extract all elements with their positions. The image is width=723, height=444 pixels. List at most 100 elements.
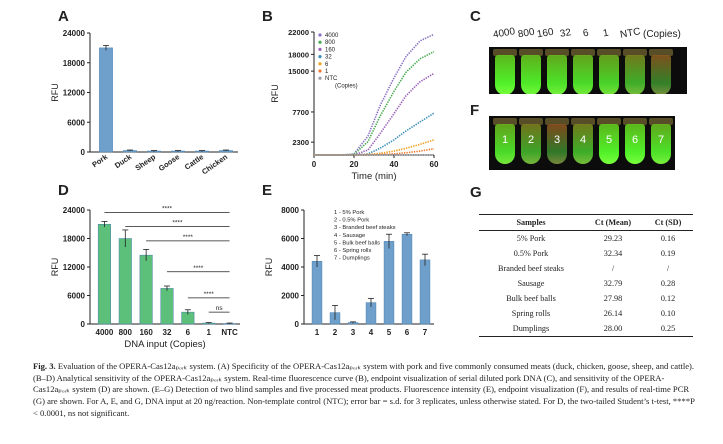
x-tick-label: 40 <box>390 160 399 169</box>
bar <box>202 322 216 325</box>
x-tick-label: 6 <box>405 328 410 337</box>
table-cell-sample: 5% Pork <box>516 234 546 243</box>
bar <box>99 47 113 153</box>
tube-number: 1 <box>501 134 509 146</box>
x-tick-label: 1 <box>206 328 211 337</box>
legend-entry: 5 - Bulk beef balls <box>334 240 380 246</box>
y-tick-label: 22000 <box>288 28 309 37</box>
legend-entry: 4 - Sausage <box>334 233 365 239</box>
legend-marker <box>318 62 322 66</box>
panel-c-label: 800 <box>517 26 536 41</box>
y-tick-label: 0 <box>81 320 86 329</box>
y-tick-label: 0 <box>81 148 86 157</box>
table-cell-ct-mean: / <box>611 264 615 273</box>
bar <box>147 150 161 153</box>
table-cell-ct-mean: 28.00 <box>603 324 623 333</box>
panel-c-label: 4000 <box>492 26 517 41</box>
bar <box>365 302 377 325</box>
table-cell-ct-mean: 26.14 <box>603 309 623 318</box>
legend-entry: 32 <box>325 55 332 61</box>
bar <box>160 288 174 325</box>
bar <box>171 150 185 153</box>
series-line <box>314 72 435 156</box>
panel-c-label: 1 <box>602 27 610 40</box>
table-cell-ct-mean: 32.34 <box>603 249 623 258</box>
x-tick-label: Pork <box>90 152 109 169</box>
series-line <box>314 112 435 156</box>
bar <box>195 150 209 153</box>
y-tick-label: 0 <box>295 320 300 329</box>
table-cell-ct-sd: 0.19 <box>660 249 676 258</box>
y-tick-label: 2000 <box>281 292 299 301</box>
x-tick-label: Cattle <box>183 152 205 171</box>
panel-letter-d: D <box>58 182 69 199</box>
x-tick-label: 5 <box>387 328 392 337</box>
x-tick-label: 2 <box>333 328 338 337</box>
x-tick-label: Sheep <box>134 152 158 173</box>
legend-entry: 2 - 0.5% Pork <box>334 218 369 224</box>
significance-label: ns <box>216 305 224 312</box>
y-tick-label: 12000 <box>63 89 86 98</box>
tube-number: 4 <box>579 134 587 146</box>
y-axis-label: RFU <box>270 84 280 103</box>
table-row: Branded beef steaks / / <box>479 261 693 276</box>
table-cell-sample: Branded beef steaks <box>498 264 564 273</box>
bar <box>311 261 323 325</box>
y-tick-label: 18000 <box>288 50 309 59</box>
y-tick-label: 4000 <box>281 263 299 272</box>
figure-caption: Fig. 3. Evaluation of the OPERA-Cas12aₚₒ… <box>33 361 698 420</box>
table-row: Spring rolls 26.14 0.10 <box>479 306 693 321</box>
bar <box>383 241 395 325</box>
legend-marker <box>318 76 322 80</box>
y-tick-label: 8000 <box>281 206 299 215</box>
x-tick-label: 800 <box>119 328 133 337</box>
legend-entry: 1 - 5% Pork <box>334 210 364 216</box>
x-axis-label: Time (min) <box>351 171 396 182</box>
table-header-ct-mean: Ct (Mean) <box>594 218 632 227</box>
x-tick-label: 20 <box>350 160 359 169</box>
panel-f-tube-photo: 1 2 3 4 5 6 7 <box>489 116 675 170</box>
bar <box>118 238 132 325</box>
tube-number: 5 <box>605 134 613 146</box>
legend-marker <box>318 33 322 37</box>
table-cell-ct-sd: 0.16 <box>660 234 676 243</box>
significance-label: **** <box>183 234 194 241</box>
x-axis-label: DNA input (Copies) <box>124 339 205 350</box>
table-cell-ct-sd: / <box>666 264 670 273</box>
caption-fig-label: Fig. 3. <box>33 361 56 371</box>
table-cell-ct-mean: 27.98 <box>603 294 623 303</box>
y-tick-label: 6000 <box>281 235 299 244</box>
y-axis-label: RFU <box>264 258 274 277</box>
x-tick-label: 4 <box>369 328 374 337</box>
legend-entry: 6 <box>325 62 329 68</box>
panel-c-label: 32 <box>559 27 572 40</box>
panel-letter-e: E <box>262 182 273 199</box>
table-header-samples: Samples <box>516 218 546 227</box>
panel-c-tube-photo <box>489 47 687 94</box>
x-tick-label: 32 <box>163 328 172 337</box>
table-cell-ct-sd: 0.25 <box>660 324 676 333</box>
panel-letter-b: B <box>262 8 273 25</box>
table-cell-sample: 0.5% Pork <box>513 249 549 258</box>
table-row: 5% Pork 29.23 0.16 <box>479 231 693 247</box>
tube-number: 2 <box>527 134 535 146</box>
table-cell-ct-mean: 32.79 <box>603 279 623 288</box>
panel-c-label: NTC <box>619 26 642 41</box>
y-tick-label: 24000 <box>63 29 86 38</box>
y-tick-label: 2300 <box>292 138 309 147</box>
x-tick-label: 1 <box>315 328 320 337</box>
panel-c-unit: (Copies) <box>643 29 681 40</box>
bar <box>347 322 359 325</box>
panel-c-label: 160 <box>536 26 555 41</box>
x-tick-label: 7 <box>423 328 428 337</box>
table-cell-ct-sd: 0.12 <box>660 294 676 303</box>
legend-entry: 800 <box>325 40 336 46</box>
legend-entry: 3 - Branded beef steaks <box>334 225 396 231</box>
significance-label: **** <box>193 265 204 272</box>
series-line <box>314 148 435 156</box>
legend-marker <box>318 40 322 44</box>
y-tick-label: 18000 <box>63 235 86 244</box>
table-cell-sample: Sausage <box>517 279 545 288</box>
x-tick-label: 6 <box>186 328 191 337</box>
table-cell-sample: Bulk beef balls <box>506 294 556 303</box>
